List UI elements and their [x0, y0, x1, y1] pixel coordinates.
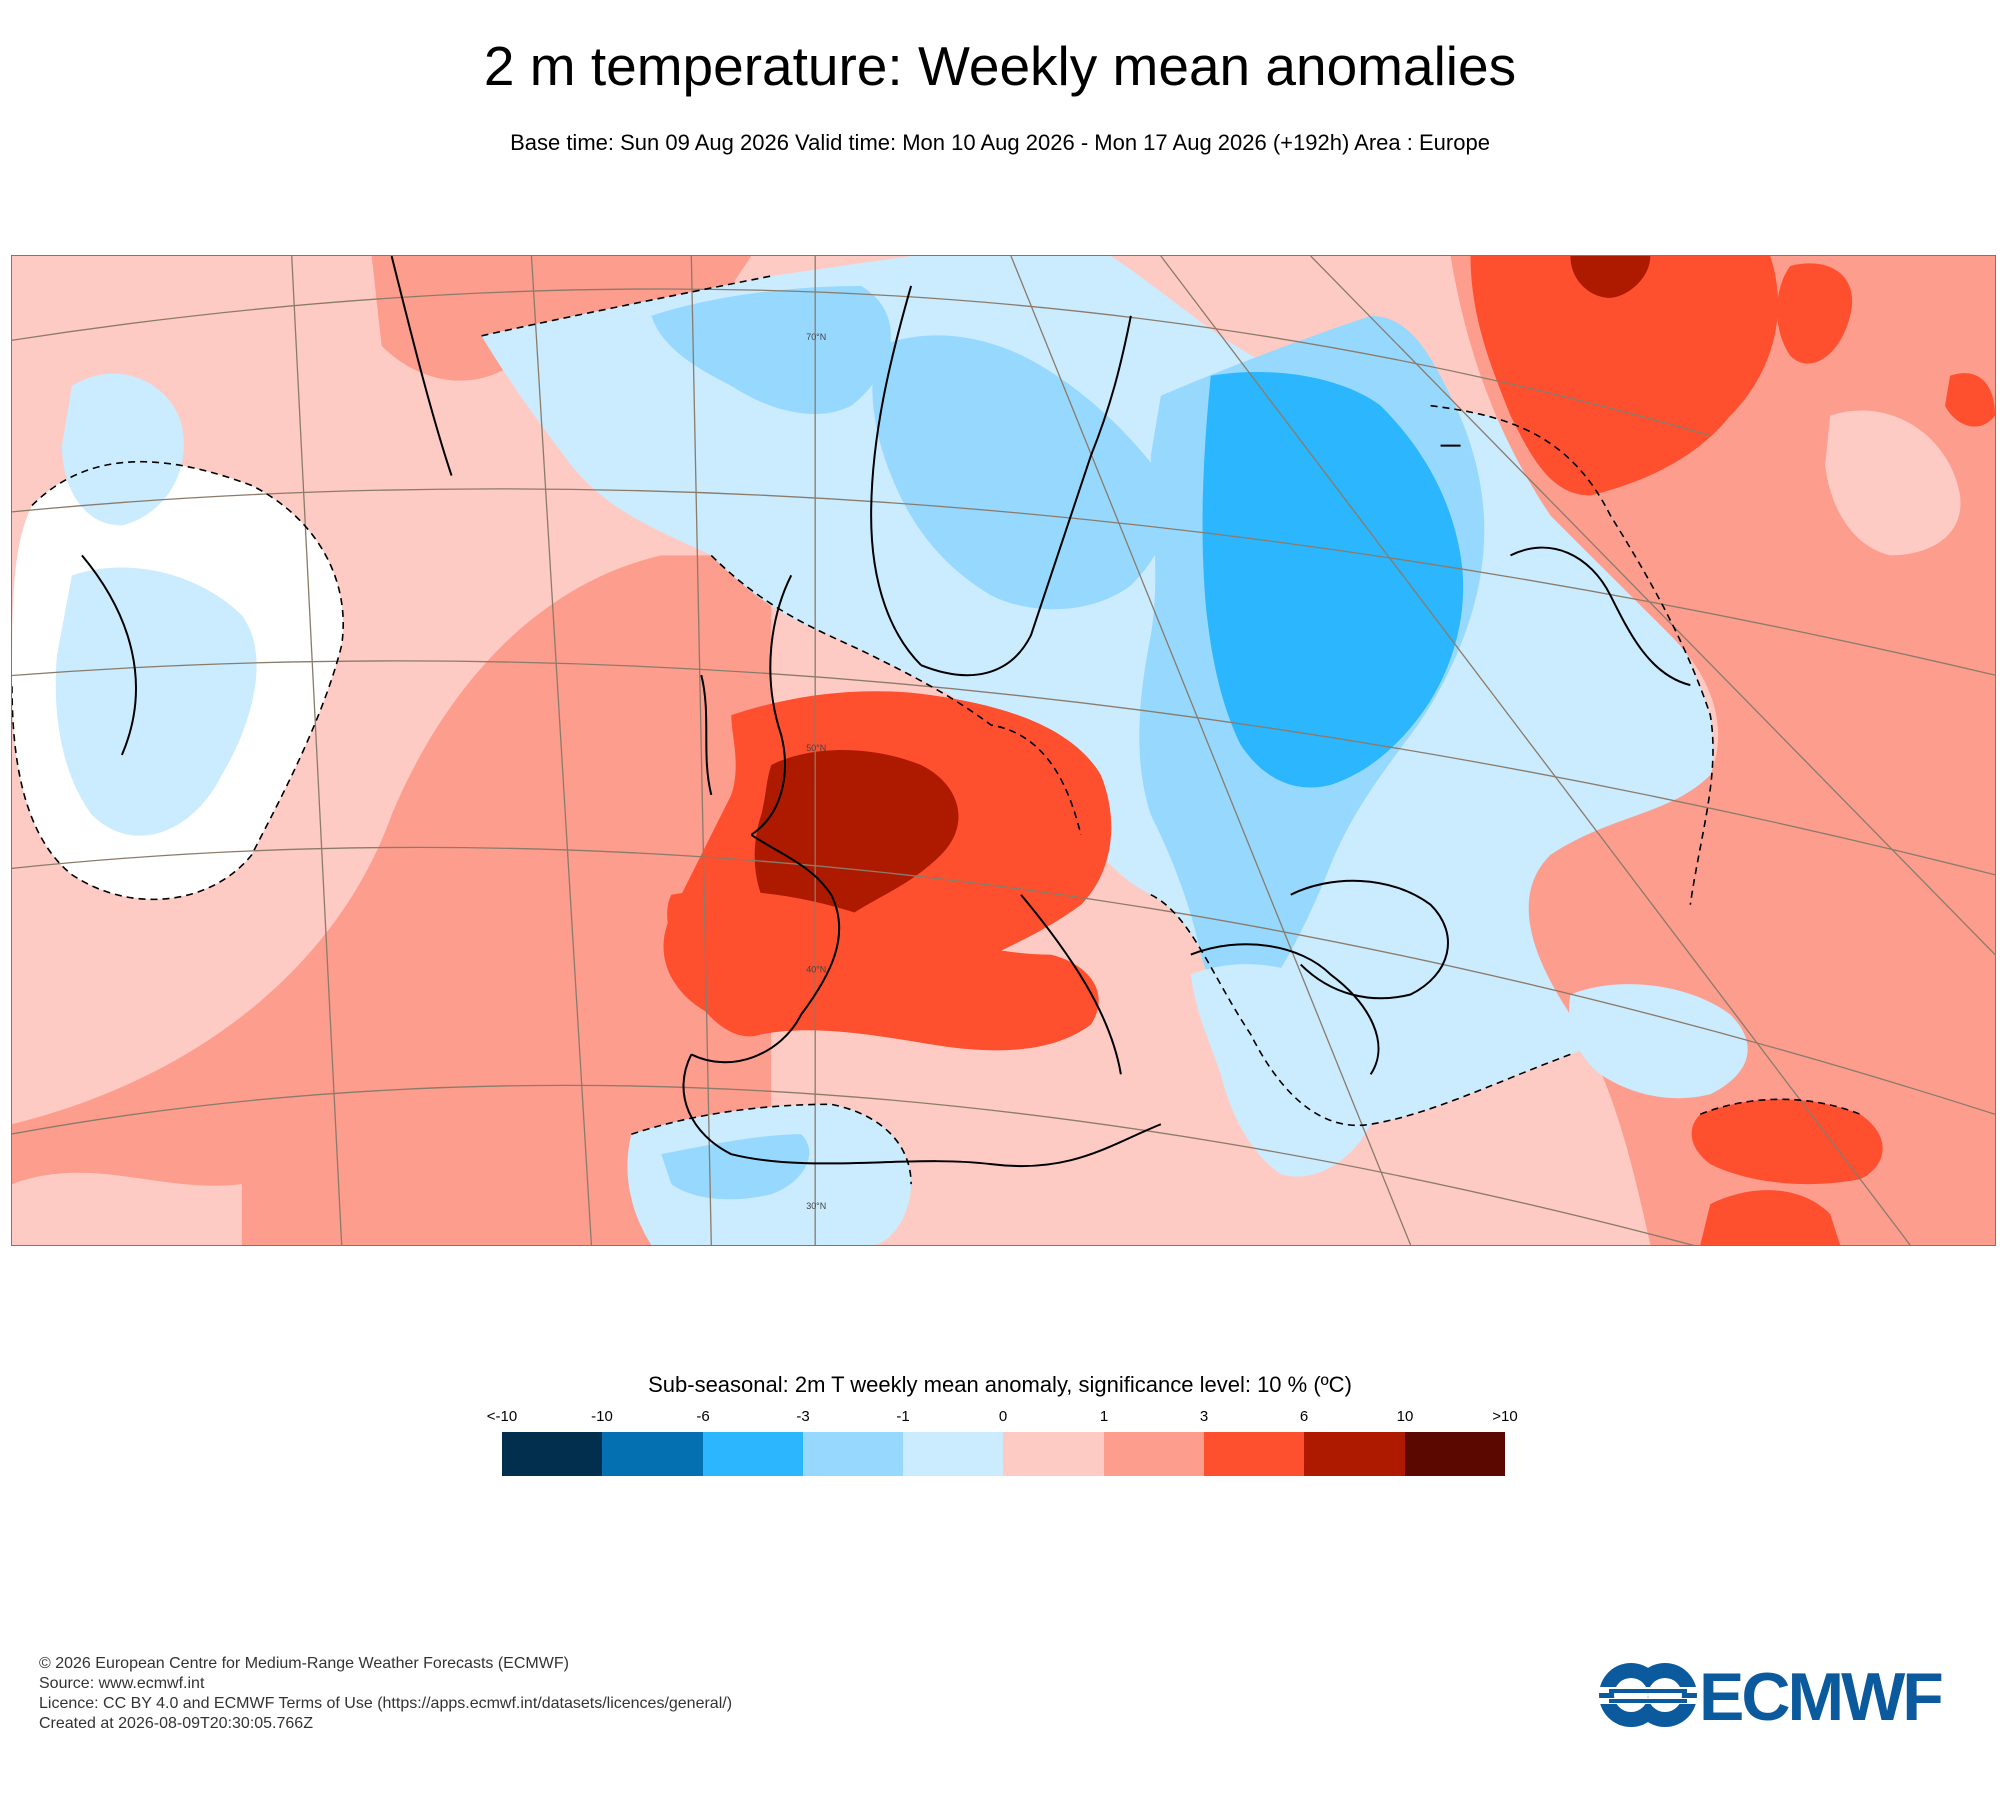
created-line: Created at 2026-08-09T20:30:05.766Z: [39, 1715, 313, 1732]
legend-tick: <-10: [486, 1408, 518, 1425]
ecmwf-logo-mark: [1595, 1663, 1699, 1727]
legend-color-bar: [502, 1432, 1505, 1476]
legend-swatch: [1404, 1432, 1505, 1476]
legend-swatch: [602, 1432, 703, 1476]
licence-line: Licence: CC BY 4.0 and ECMWF Terms of Us…: [39, 1695, 733, 1712]
legend-swatch: [802, 1432, 904, 1476]
ecmwf-logo: ECMWF: [1595, 1659, 1965, 1735]
credits: © 2026 European Centre for Medium-Range …: [39, 1654, 732, 1734]
legend-swatch: [702, 1432, 803, 1476]
map-title: 2 m temperature: Weekly mean anomalies: [483, 35, 1517, 97]
legend-title: Sub-seasonal: 2m T weekly mean anomaly, …: [648, 1372, 1352, 1397]
copyright-line: © 2026 European Centre for Medium-Range …: [39, 1655, 569, 1672]
legend-swatch: [903, 1432, 1004, 1476]
coastlines: [81, 256, 1691, 1168]
graticule-label-70n: 70°N: [806, 332, 826, 342]
legend-tick: -6: [696, 1408, 710, 1425]
anomaly-map-canvas: 70°N 50°N 40°N 30°N: [12, 256, 1995, 1245]
legend-tick: 10: [1396, 1408, 1414, 1425]
legend-tick: 0: [998, 1408, 1008, 1425]
legend-tick-labels: <-10 -10 -6 -3 -1 0 1 3 6 10 >10: [0, 1408, 2000, 1428]
legend-tick: 1: [1099, 1408, 1109, 1425]
arctic-warm-area: [371, 256, 752, 381]
legend-swatch: [1304, 1432, 1405, 1476]
russia-cold-core: [1202, 372, 1464, 788]
legend-swatch: [1204, 1432, 1305, 1476]
significance-contours: [12, 275, 1861, 1185]
graticule-label-50n: 50°N: [806, 743, 826, 753]
legend-tick: 3: [1199, 1408, 1209, 1425]
legend-swatch: [1003, 1432, 1104, 1476]
map-subtitle: Base time: Sun 09 Aug 2026 Valid time: M…: [510, 130, 1490, 155]
legend-tick: >10: [1492, 1408, 1518, 1425]
legend-tick: -1: [896, 1408, 910, 1425]
anomaly-map: 70°N 50°N 40°N 30°N: [11, 255, 1996, 1246]
iberia-hot: [667, 890, 1099, 1051]
graticule: [12, 256, 1995, 1245]
ecmwf-logo-text: ECMWF: [1699, 1660, 1942, 1730]
legend-tick: -3: [796, 1408, 810, 1425]
graticule-label-30n: 30°N: [806, 1201, 826, 1211]
legend-swatch: [1103, 1432, 1205, 1476]
source-line: Source: www.ecmwf.int: [39, 1675, 205, 1692]
graticule-label-40n: 40°N: [806, 965, 826, 975]
legend-tick: 6: [1299, 1408, 1309, 1425]
legend-swatch: [502, 1432, 603, 1476]
france-very-hot: [754, 750, 959, 930]
legend-tick: -10: [591, 1408, 613, 1425]
atlantic-cool-patch: [55, 567, 257, 836]
northern-russia-hot: [1470, 256, 1779, 496]
scandinavia-cool: [872, 335, 1169, 610]
